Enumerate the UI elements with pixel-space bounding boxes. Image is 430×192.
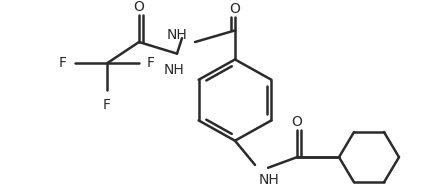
Text: NH: NH: [166, 28, 187, 42]
Text: NH: NH: [258, 173, 279, 187]
Text: F: F: [103, 98, 111, 112]
Text: O: O: [229, 2, 240, 16]
Text: NH: NH: [163, 63, 184, 77]
Text: F: F: [147, 56, 155, 70]
Text: O: O: [133, 0, 144, 14]
Text: F: F: [59, 56, 67, 70]
Text: O: O: [291, 115, 302, 129]
